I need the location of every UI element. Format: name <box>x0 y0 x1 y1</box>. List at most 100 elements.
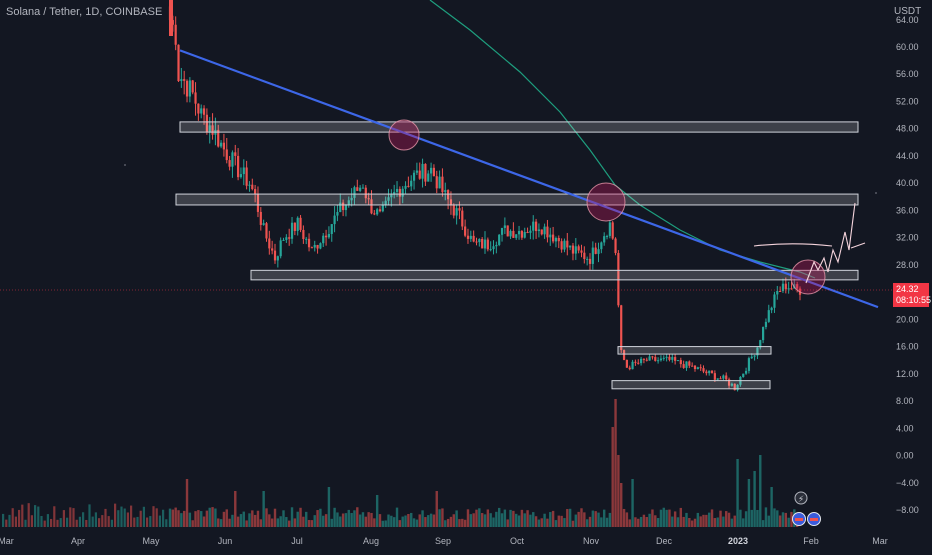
candle-body[interactable] <box>237 155 240 178</box>
candle-body[interactable] <box>600 242 603 250</box>
candle-body[interactable] <box>662 357 665 359</box>
candle-body[interactable] <box>688 361 691 366</box>
candle-body[interactable] <box>676 360 680 362</box>
candle-body[interactable] <box>194 92 197 104</box>
candle-body[interactable] <box>549 234 552 238</box>
candle-body[interactable] <box>603 236 606 243</box>
candle-body[interactable] <box>654 357 657 361</box>
candle-body[interactable] <box>674 357 677 361</box>
candle-body[interactable] <box>469 235 472 239</box>
candle-body[interactable] <box>747 358 751 371</box>
candle-body[interactable] <box>563 240 566 250</box>
candle-body[interactable] <box>191 80 194 93</box>
candle-body[interactable] <box>418 170 421 179</box>
candle-body[interactable] <box>614 238 617 254</box>
zone-rectangle[interactable] <box>611 380 771 390</box>
candle-body[interactable] <box>299 217 302 230</box>
candle-body[interactable] <box>353 187 356 198</box>
candle-body[interactable] <box>733 383 736 391</box>
candle-body[interactable] <box>336 212 339 216</box>
candle-body[interactable] <box>620 305 623 351</box>
candle-body[interactable] <box>376 209 379 215</box>
candle-body[interactable] <box>671 357 674 360</box>
candle-body[interactable] <box>384 200 387 205</box>
candle-body[interactable] <box>719 378 722 380</box>
candle-body[interactable] <box>273 250 277 261</box>
candle-body[interactable] <box>515 234 518 238</box>
candle-body[interactable] <box>472 235 475 242</box>
candle-body[interactable] <box>316 244 319 249</box>
candle-body[interactable] <box>591 247 594 264</box>
candle-body[interactable] <box>730 383 733 386</box>
candle-body[interactable] <box>290 222 294 239</box>
candle-body[interactable] <box>449 199 453 206</box>
candle-body[interactable] <box>554 237 558 242</box>
candle-body[interactable] <box>679 360 682 365</box>
candle-body[interactable] <box>722 375 725 379</box>
candle-body[interactable] <box>395 188 399 192</box>
candle-body[interactable] <box>628 367 631 370</box>
candle-body[interactable] <box>560 241 563 250</box>
candle-body[interactable] <box>571 245 575 254</box>
candle-body[interactable] <box>495 244 498 247</box>
candle-body[interactable] <box>546 226 549 238</box>
zone-rectangle[interactable] <box>175 193 859 206</box>
candle-body[interactable] <box>200 108 203 114</box>
horizontal-zones[interactable] <box>175 121 859 390</box>
candle-body[interactable] <box>282 239 285 241</box>
candle-body[interactable] <box>373 213 376 215</box>
candle-body[interactable] <box>762 327 765 341</box>
candle-body[interactable] <box>736 384 739 391</box>
candle-body[interactable] <box>642 358 646 360</box>
candle-body[interactable] <box>727 379 731 386</box>
candle-body[interactable] <box>532 221 535 231</box>
candle-body[interactable] <box>197 103 200 114</box>
candle-body[interactable] <box>359 187 362 191</box>
candle-body[interactable] <box>339 202 342 213</box>
candle-body[interactable] <box>268 238 271 249</box>
candle-body[interactable] <box>708 370 711 374</box>
zone-rectangle[interactable] <box>179 121 859 133</box>
candle-body[interactable] <box>205 114 208 132</box>
candle-body[interactable] <box>787 288 790 290</box>
candle-body[interactable] <box>608 222 611 237</box>
candle-body[interactable] <box>682 364 685 368</box>
candle-body[interactable] <box>202 108 206 115</box>
candle-body[interactable] <box>665 356 668 358</box>
candle-body[interactable] <box>322 235 325 244</box>
candle-body[interactable] <box>512 230 515 238</box>
candle-body[interactable] <box>526 231 529 233</box>
candle-body[interactable] <box>648 356 651 361</box>
candle-body[interactable] <box>659 358 663 361</box>
candle-body[interactable] <box>185 80 189 97</box>
candle-body[interactable] <box>657 360 660 362</box>
candle-body[interactable] <box>597 249 600 254</box>
candle-body[interactable] <box>370 199 373 214</box>
candle-body[interactable] <box>435 176 438 189</box>
candle-body[interactable] <box>645 359 648 361</box>
candle-body[interactable] <box>248 184 251 186</box>
candle-body[interactable] <box>234 152 237 156</box>
candle-body[interactable] <box>617 253 620 306</box>
candle-body[interactable] <box>356 187 359 191</box>
candle-body[interactable] <box>534 221 538 232</box>
candle-body[interactable] <box>466 235 470 239</box>
candle-body[interactable] <box>498 234 501 245</box>
candle-body[interactable] <box>262 223 265 225</box>
candle-body[interactable] <box>177 44 180 82</box>
candle-body[interactable] <box>552 234 555 242</box>
candle-body[interactable] <box>412 172 416 181</box>
candle-body[interactable] <box>310 247 313 249</box>
candle-body[interactable] <box>410 180 413 187</box>
candle-body[interactable] <box>441 176 444 193</box>
zone-rectangle[interactable] <box>617 346 772 355</box>
candle-body[interactable] <box>631 361 634 370</box>
candle-body[interactable] <box>305 238 308 240</box>
candle-body[interactable] <box>444 190 447 193</box>
candle-body[interactable] <box>483 239 487 249</box>
candle-body[interactable] <box>773 294 776 308</box>
highlight-circle[interactable] <box>586 182 626 222</box>
candle-body[interactable] <box>625 359 628 368</box>
candle-body[interactable] <box>279 240 282 257</box>
